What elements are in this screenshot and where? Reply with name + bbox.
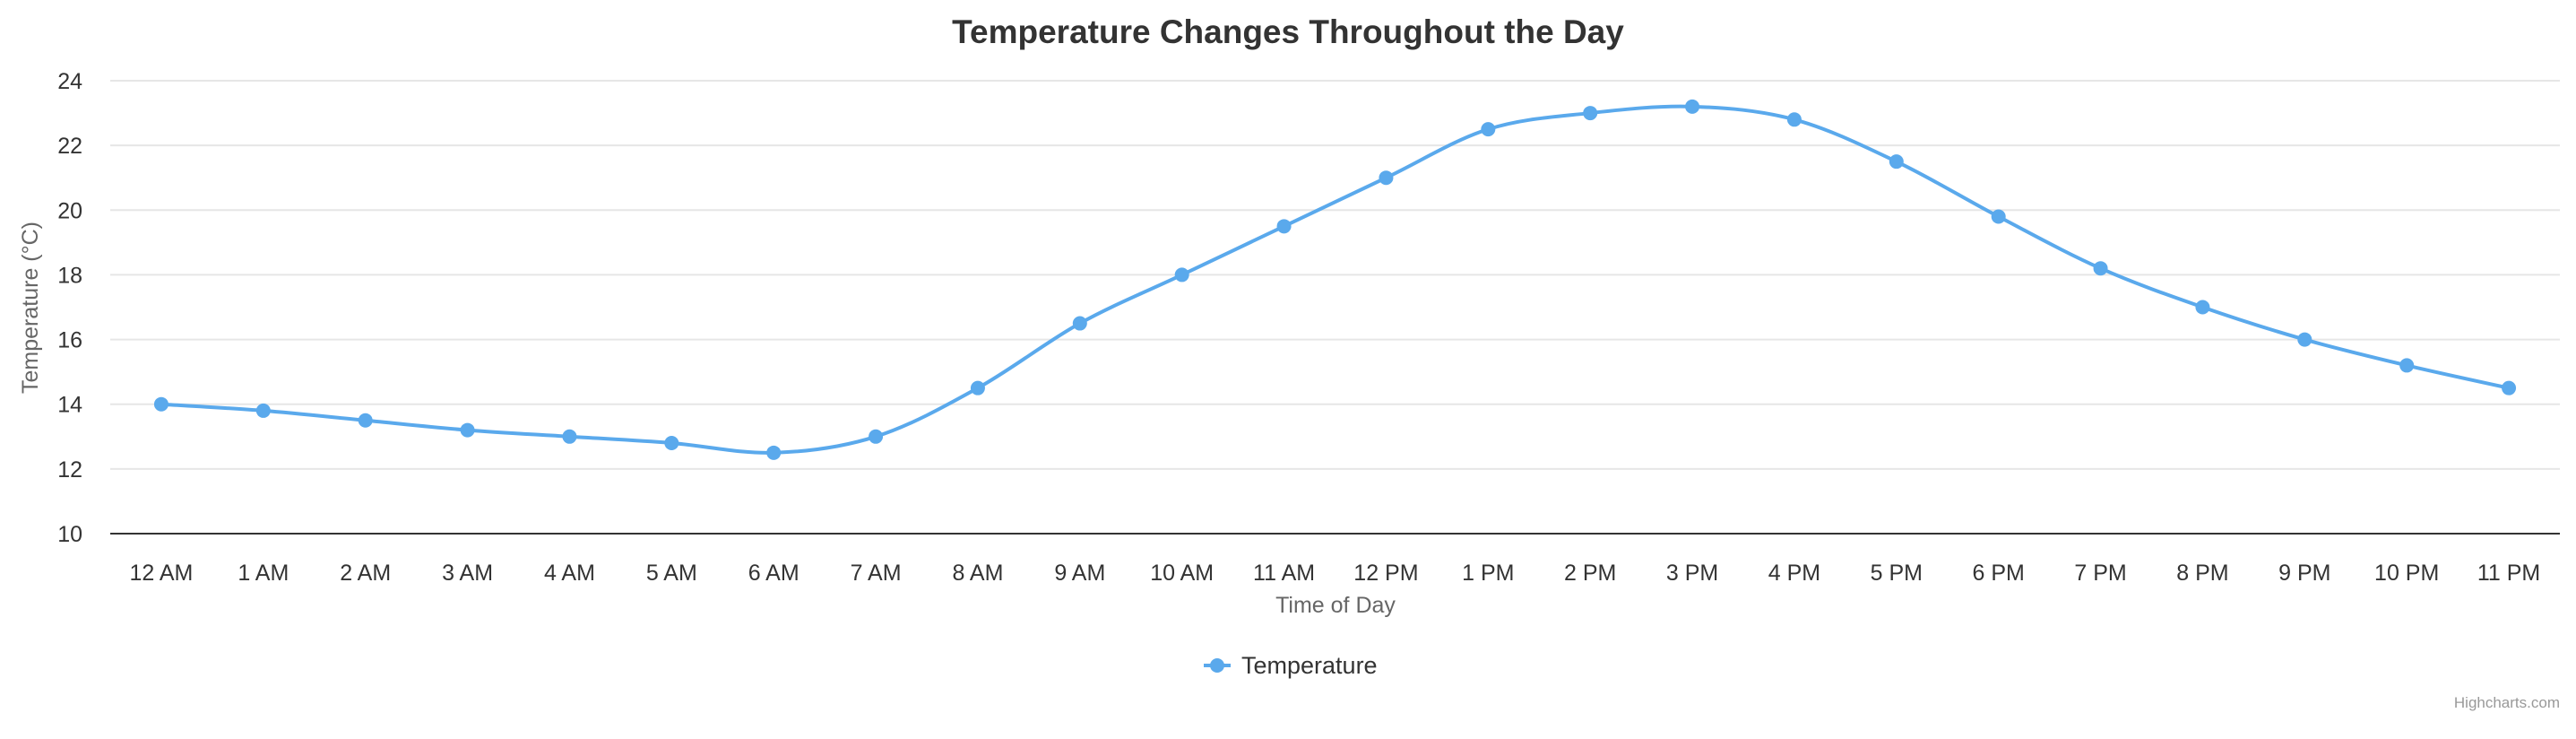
x-tick-label: 2 PM	[1564, 561, 1616, 586]
series-points	[153, 99, 2517, 460]
y-tick-label: 18	[57, 263, 82, 288]
data-point-5-pm[interactable]	[1889, 154, 1904, 170]
y-tick-label: 12	[57, 457, 82, 483]
y-tick-label: 14	[57, 393, 82, 418]
data-point-8-am[interactable]	[970, 380, 985, 396]
x-tick-label: 9 AM	[1054, 561, 1105, 586]
legend-label: Temperature	[1241, 652, 1378, 679]
x-tick-label: 4 AM	[544, 561, 595, 586]
x-tick-label: 10 AM	[1150, 561, 1214, 586]
x-tick-label: 10 PM	[2374, 561, 2439, 586]
data-point-11-pm[interactable]	[2502, 380, 2517, 396]
data-point-3-am[interactable]	[460, 422, 475, 438]
x-tick-label: 7 AM	[851, 561, 902, 586]
data-point-5-am[interactable]	[664, 436, 679, 450]
data-point-2-pm[interactable]	[1583, 106, 1598, 121]
x-tick-label: 8 PM	[2176, 561, 2228, 586]
data-point-10-am[interactable]	[1174, 267, 1189, 283]
series-line-temperature[interactable]	[159, 104, 2511, 455]
data-point-4-pm[interactable]	[1786, 112, 1802, 127]
y-tick-label: 20	[57, 198, 82, 223]
data-point-1-pm[interactable]	[1481, 122, 1496, 137]
y-tick-label: 22	[57, 134, 82, 159]
y-tick-label: 24	[57, 69, 82, 94]
data-point-6-am[interactable]	[766, 445, 782, 460]
data-point-10-pm[interactable]	[2399, 358, 2415, 373]
data-point-6-pm[interactable]	[1991, 209, 2006, 224]
data-point-12-pm[interactable]	[1379, 170, 1394, 186]
x-axis-title: Time of Day	[1275, 593, 1396, 618]
data-point-4-am[interactable]	[562, 429, 577, 444]
legend-marker-icon	[1210, 658, 1224, 673]
y-axis-tick-labels: 10 12 14 16 18 20 22 24	[57, 69, 82, 547]
legend-item-temperature[interactable]: Temperature	[1204, 652, 1378, 679]
data-point-9-am[interactable]	[1072, 316, 1087, 331]
chart-title: Temperature Changes Throughout the Day	[952, 13, 1624, 50]
series-temperature[interactable]	[153, 99, 2517, 460]
data-point-9-pm[interactable]	[2297, 332, 2312, 347]
x-tick-label: 8 AM	[952, 561, 1003, 586]
x-tick-label: 9 PM	[2278, 561, 2330, 586]
x-tick-label: 1 AM	[238, 561, 289, 586]
x-tick-label: 6 AM	[748, 561, 800, 586]
x-tick-label: 2 AM	[340, 561, 391, 586]
y-axis-title: Temperature (°C)	[18, 222, 43, 394]
x-tick-label: 12 PM	[1353, 561, 1418, 586]
data-point-7-am[interactable]	[869, 429, 884, 444]
x-tick-label: 5 PM	[1871, 561, 1923, 586]
x-tick-label: 12 AM	[130, 561, 194, 586]
data-point-12-am[interactable]	[153, 396, 169, 412]
y-tick-label: 10	[57, 522, 82, 547]
data-point-7-pm[interactable]	[2093, 261, 2108, 276]
x-tick-label: 11 PM	[2477, 561, 2540, 586]
data-point-3-pm[interactable]	[1685, 99, 1700, 114]
data-point-2-am[interactable]	[358, 413, 373, 428]
x-tick-label: 6 PM	[1973, 561, 2025, 586]
x-axis-tick-labels: 12 AM 1 AM 2 AM 3 AM 4 AM 5 AM 6 AM 7 AM 8 AM 9 A…	[130, 561, 2541, 586]
data-point-11-am[interactable]	[1276, 219, 1292, 234]
x-tick-label: 4 PM	[1768, 561, 1820, 586]
data-point-1-am[interactable]	[255, 403, 271, 418]
x-tick-label: 5 AM	[646, 561, 697, 586]
x-tick-label: 11 AM	[1253, 561, 1315, 586]
x-tick-label: 7 PM	[2074, 561, 2126, 586]
x-tick-label: 1 PM	[1462, 561, 1514, 586]
grid-lines	[110, 80, 2560, 470]
x-tick-label: 3 AM	[442, 561, 493, 586]
credits-link[interactable]: Highcharts.com	[2454, 694, 2560, 711]
x-tick-label: 3 PM	[1666, 561, 1718, 586]
y-tick-label: 16	[57, 328, 82, 353]
data-point-8-pm[interactable]	[2195, 300, 2210, 315]
